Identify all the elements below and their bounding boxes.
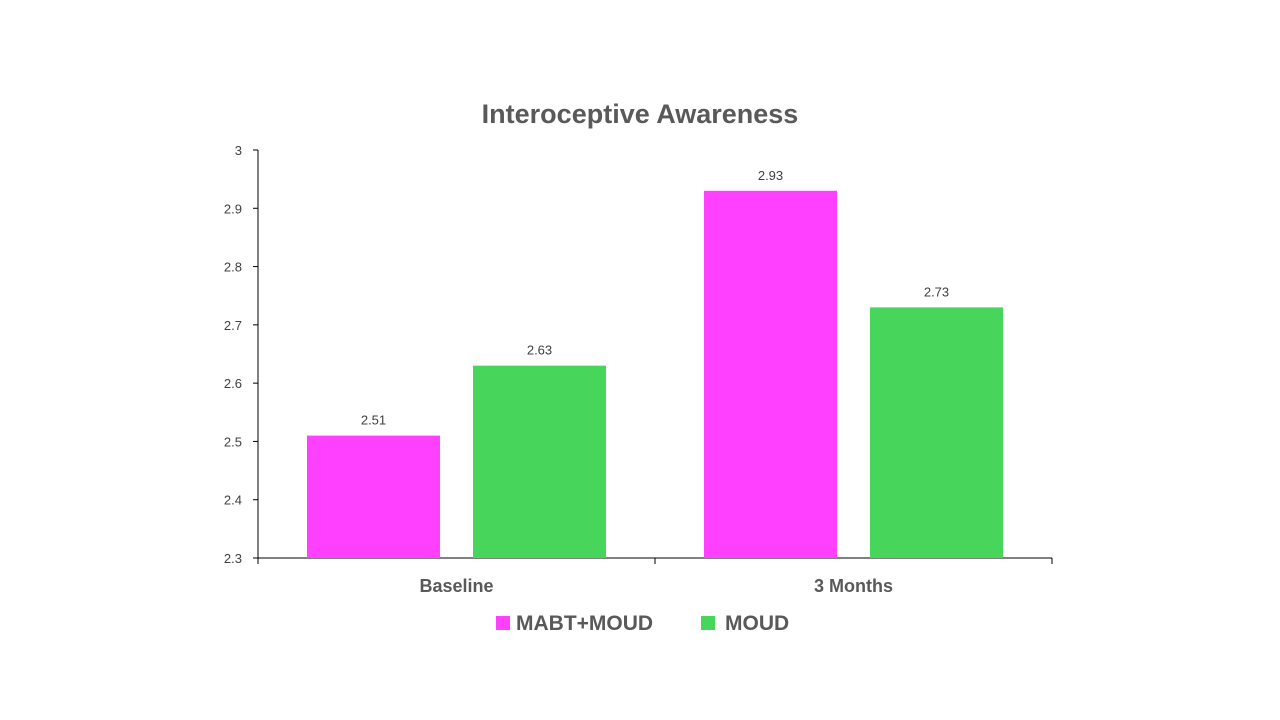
legend: MABT+MOUD MOUD bbox=[496, 612, 789, 635]
x-category-label: Baseline bbox=[419, 576, 493, 596]
y-tick-label: 2.5 bbox=[224, 434, 242, 449]
x-category-label: 3 Months bbox=[814, 576, 893, 596]
y-tick-label: 2.9 bbox=[224, 201, 242, 216]
legend-swatch bbox=[701, 616, 715, 630]
y-tick-label: 2.7 bbox=[224, 318, 242, 333]
y-tick-label: 2.3 bbox=[224, 551, 242, 566]
data-label: 2.51 bbox=[361, 413, 386, 428]
y-tick-label: 2.8 bbox=[224, 260, 242, 275]
bar bbox=[870, 307, 1003, 558]
bars-group: 2.51 2.63 2.93 2.73 bbox=[307, 168, 1003, 559]
y-axis: 2.3 2.4 2.5 2.6 2.7 2.8 2.9 3 bbox=[224, 143, 259, 566]
data-label: 2.93 bbox=[758, 168, 783, 183]
bar bbox=[704, 190, 837, 559]
chart-title: Interoceptive Awareness bbox=[482, 99, 799, 129]
bar bbox=[307, 435, 440, 558]
y-tick-label: 3 bbox=[235, 143, 242, 158]
data-label: 2.63 bbox=[527, 343, 552, 358]
legend-swatch bbox=[496, 616, 510, 630]
y-tick-label: 2.4 bbox=[224, 493, 242, 508]
data-label: 2.73 bbox=[924, 284, 949, 299]
legend-label: MABT+MOUD bbox=[516, 612, 653, 635]
bar bbox=[473, 365, 606, 558]
x-axis: Baseline 3 Months bbox=[257, 557, 1053, 596]
legend-label: MOUD bbox=[725, 612, 789, 635]
y-tick-label: 2.6 bbox=[224, 376, 242, 391]
